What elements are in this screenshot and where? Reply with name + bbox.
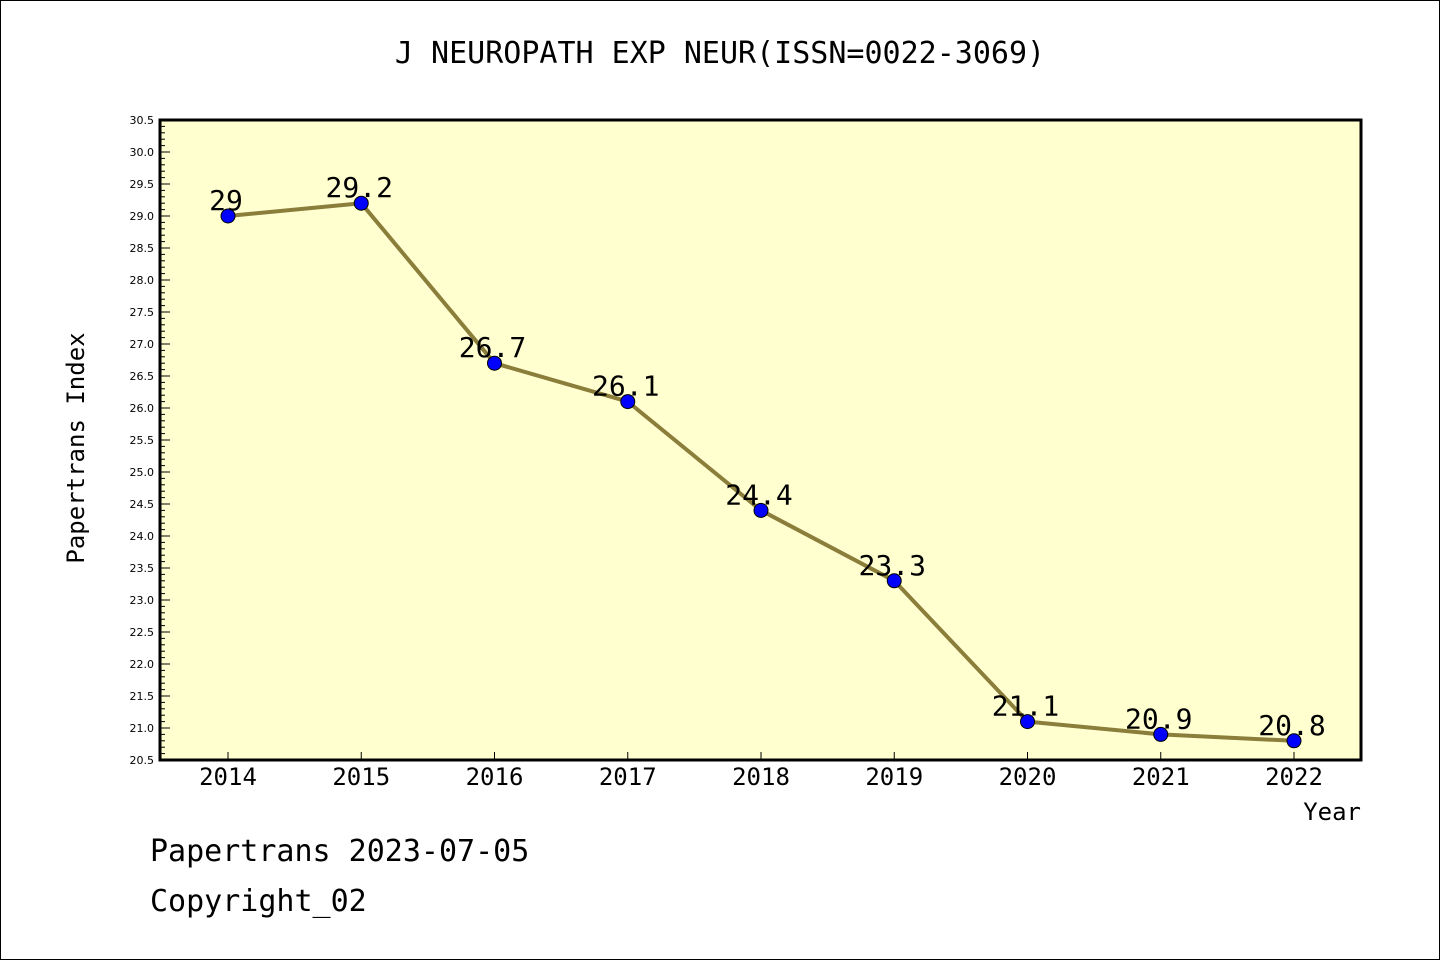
footer-copyright: Copyright_02 bbox=[150, 884, 367, 919]
chart-title: J NEUROPATH EXP NEUR(ISSN=0022-3069) bbox=[394, 36, 1046, 71]
y-tick-label: 25.5 bbox=[130, 434, 155, 447]
x-tick-label: 2021 bbox=[1132, 763, 1190, 791]
y-tick-label: 23.0 bbox=[130, 594, 155, 607]
data-label: 21.1 bbox=[992, 690, 1059, 723]
y-tick-label: 20.5 bbox=[130, 754, 155, 767]
y-tick-label: 24.0 bbox=[130, 530, 155, 543]
data-point bbox=[620, 394, 636, 410]
x-axis-label: Year bbox=[1303, 798, 1361, 826]
y-tick-label: 22.5 bbox=[130, 626, 155, 639]
x-tick-label: 2020 bbox=[999, 763, 1057, 791]
y-tick-label: 21.5 bbox=[130, 690, 155, 703]
data-label: 24.4 bbox=[725, 478, 792, 511]
data-point bbox=[1286, 733, 1302, 749]
y-tick-label: 26.5 bbox=[130, 370, 155, 383]
data-label: 26.7 bbox=[459, 331, 526, 364]
data-point bbox=[753, 502, 769, 518]
y-tick-label: 29.5 bbox=[130, 178, 155, 191]
data-point bbox=[1153, 726, 1169, 742]
x-tick-label: 2022 bbox=[1265, 763, 1323, 791]
y-tick-label: 28.0 bbox=[130, 274, 155, 287]
data-point bbox=[220, 208, 236, 224]
data-label: 29.2 bbox=[326, 171, 393, 204]
x-tick-label: 2017 bbox=[599, 763, 657, 791]
x-tick-label: 2014 bbox=[199, 763, 257, 791]
y-tick-label: 26.0 bbox=[130, 402, 155, 415]
data-label: 20.8 bbox=[1258, 709, 1325, 742]
data-label: 23.3 bbox=[859, 549, 926, 582]
data-point bbox=[1020, 714, 1035, 730]
y-axis-label: Papertrans Index bbox=[62, 332, 90, 563]
x-tick-label: 2018 bbox=[732, 763, 790, 791]
data-point bbox=[353, 195, 369, 211]
y-tick-label: 21.0 bbox=[130, 722, 155, 735]
y-tick-label: 27.5 bbox=[130, 306, 155, 319]
y-tick-label: 25.0 bbox=[130, 466, 155, 479]
y-tick-label: 22.0 bbox=[130, 658, 155, 671]
plot-border bbox=[158, 118, 1363, 762]
plot-area bbox=[160, 120, 1361, 760]
y-tick-label: 24.5 bbox=[130, 498, 155, 511]
y-tick-label: 27.0 bbox=[130, 338, 155, 351]
data-label: 29 bbox=[209, 184, 243, 217]
data-point bbox=[886, 573, 902, 589]
x-tick-label: 2016 bbox=[466, 763, 524, 791]
data-point bbox=[487, 355, 502, 371]
y-tick-label: 28.5 bbox=[130, 242, 155, 255]
y-tick-label: 30.5 bbox=[130, 114, 155, 127]
y-tick-label: 29.0 bbox=[130, 210, 155, 223]
data-label: 20.9 bbox=[1125, 702, 1192, 735]
x-tick-label: 2019 bbox=[865, 763, 923, 791]
y-tick-label: 30.0 bbox=[130, 146, 155, 159]
y-tick-label: 23.5 bbox=[130, 562, 155, 575]
data-label: 26.1 bbox=[592, 370, 659, 403]
x-tick-label: 2015 bbox=[332, 763, 390, 791]
footer-date: Papertrans 2023-07-05 bbox=[150, 834, 530, 869]
